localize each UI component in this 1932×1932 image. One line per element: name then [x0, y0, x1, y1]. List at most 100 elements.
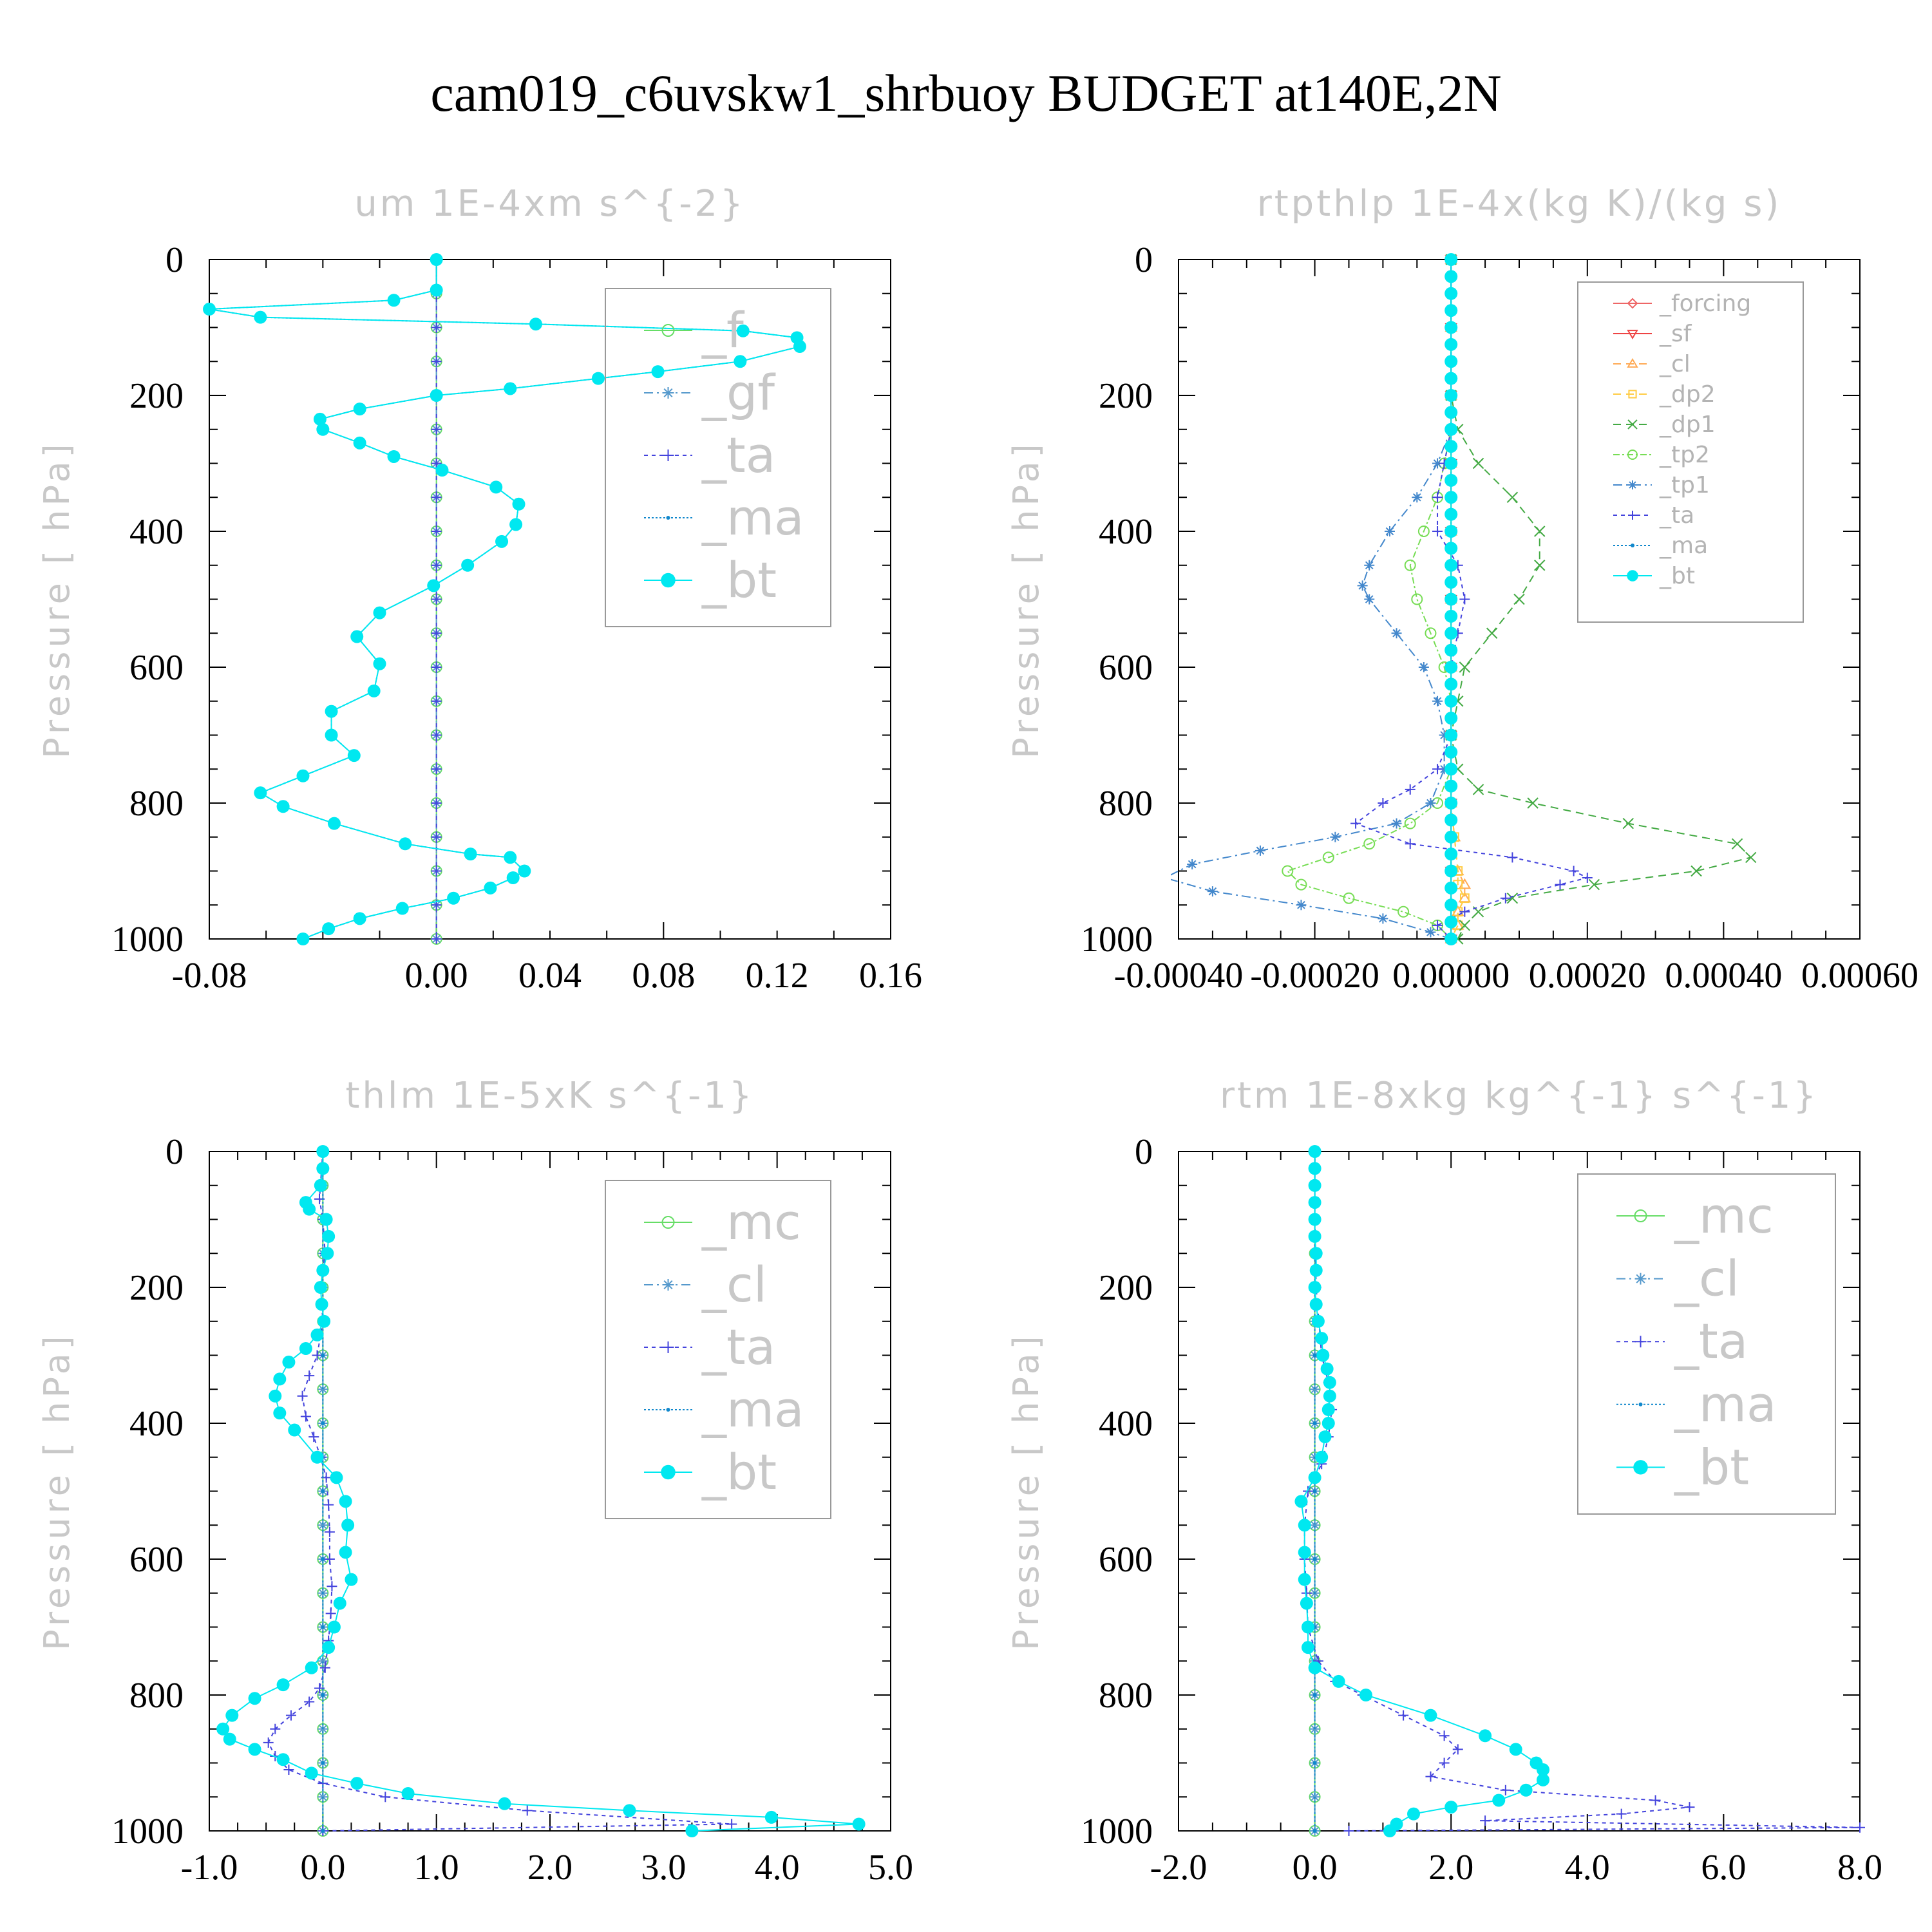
marker	[1444, 406, 1458, 419]
legend-label: _sf	[1659, 321, 1692, 347]
marker	[300, 1411, 311, 1422]
marker	[1444, 779, 1458, 793]
marker	[1432, 696, 1443, 706]
legend-box	[605, 1180, 831, 1519]
marker	[1588, 878, 1600, 891]
marker	[321, 1761, 325, 1765]
marker	[1444, 661, 1458, 674]
y-tick-label: 200	[1099, 1268, 1153, 1308]
marker	[1745, 851, 1757, 864]
marker	[1650, 1795, 1661, 1806]
y-tick-label: 0	[1135, 240, 1153, 280]
marker	[1318, 1430, 1332, 1444]
marker	[1298, 1519, 1311, 1532]
marker	[661, 1216, 675, 1229]
marker	[506, 871, 520, 885]
legend-entry-bt: _bt	[644, 551, 777, 609]
series-group	[1294, 1145, 1865, 1837]
marker	[1343, 1826, 1354, 1836]
marker	[1537, 1773, 1550, 1786]
marker	[1444, 270, 1458, 283]
marker	[350, 630, 364, 643]
marker	[1616, 1808, 1627, 1819]
marker	[312, 1350, 323, 1361]
marker	[323, 1499, 334, 1510]
legend-label: _tp2	[1659, 442, 1710, 468]
legend-label: _ta	[701, 426, 775, 484]
marker	[1363, 838, 1376, 850]
marker	[380, 1792, 391, 1803]
marker	[504, 382, 517, 395]
x-tick-label: 4.0	[1565, 1848, 1610, 1888]
legend-entry-ma: _ma	[1613, 533, 1708, 559]
figure-title: cam019_c6uvskw1_shrbuoy BUDGET at140E,2N	[430, 64, 1501, 122]
marker	[1308, 1196, 1321, 1209]
marker	[303, 1202, 316, 1216]
marker	[321, 1829, 325, 1833]
y-tick-label: 400	[1099, 1404, 1153, 1444]
marker	[1322, 851, 1334, 864]
marker	[1855, 1822, 1865, 1833]
marker	[263, 1737, 274, 1748]
marker	[1320, 1362, 1334, 1376]
marker	[1391, 628, 1402, 639]
y-axis-label: Pressure [ hPa]	[1006, 1332, 1046, 1651]
marker	[1459, 661, 1471, 673]
marker	[1312, 1557, 1317, 1561]
marker	[373, 657, 386, 670]
legend: _f_gf_ta_ma_bt	[605, 288, 831, 627]
chart-panel-rtpthlp: rtpthlp 1E-4x(kg K)/(kg s) Pressure [ hPa…	[1006, 183, 1918, 996]
y-axis-label: Pressure [ hPa]	[37, 440, 77, 759]
marker	[1534, 526, 1546, 537]
marker	[322, 1641, 336, 1654]
marker	[1417, 526, 1430, 537]
y-tick-label: 1000	[111, 920, 184, 960]
marker	[1397, 905, 1410, 918]
marker	[1459, 893, 1470, 904]
marker	[1359, 1689, 1372, 1701]
marker	[350, 1777, 364, 1790]
marker	[314, 1683, 325, 1694]
y-tick-label: 800	[1099, 1676, 1153, 1716]
y-tick-label: 800	[1099, 784, 1153, 824]
x-tick-label: 0.16	[859, 956, 922, 996]
marker	[1444, 389, 1458, 402]
legend-label: _bt	[1674, 1438, 1749, 1495]
marker	[1622, 817, 1634, 829]
marker	[726, 1819, 737, 1830]
marker	[1312, 1353, 1317, 1358]
marker	[1308, 1229, 1321, 1243]
marker	[1411, 593, 1423, 605]
legend-entry-ta: _ta	[644, 426, 775, 484]
marker	[431, 866, 442, 876]
marker	[1312, 1761, 1317, 1765]
x-tick-label: 8.0	[1837, 1848, 1882, 1888]
marker	[661, 1464, 676, 1480]
marker	[316, 1162, 330, 1175]
marker	[1187, 858, 1198, 869]
marker	[1480, 1815, 1491, 1826]
legend-label: _bt	[701, 1443, 777, 1501]
x-tick-label: -0.08	[172, 956, 247, 996]
marker	[1357, 580, 1368, 591]
marker	[435, 464, 449, 477]
marker	[1302, 1620, 1315, 1634]
x-tick-label: -0.00020	[1250, 956, 1379, 996]
marker	[1555, 879, 1566, 890]
marker	[341, 1519, 355, 1532]
marker	[1444, 915, 1458, 929]
series-bt	[216, 1145, 866, 1837]
marker	[1444, 457, 1458, 470]
marker	[1425, 1771, 1436, 1782]
marker	[1298, 1546, 1311, 1559]
y-tick-label: 600	[129, 1540, 184, 1580]
marker	[225, 1709, 239, 1722]
marker	[321, 1353, 325, 1358]
marker	[373, 606, 386, 620]
legend-label: _cl	[701, 1256, 767, 1313]
marker	[1444, 1801, 1458, 1814]
marker	[1308, 1281, 1321, 1294]
x-tick-label: 2.0	[527, 1848, 573, 1888]
legend-entry-sf: _sf	[1613, 321, 1692, 347]
x-tick-label: 4.0	[755, 1848, 800, 1888]
